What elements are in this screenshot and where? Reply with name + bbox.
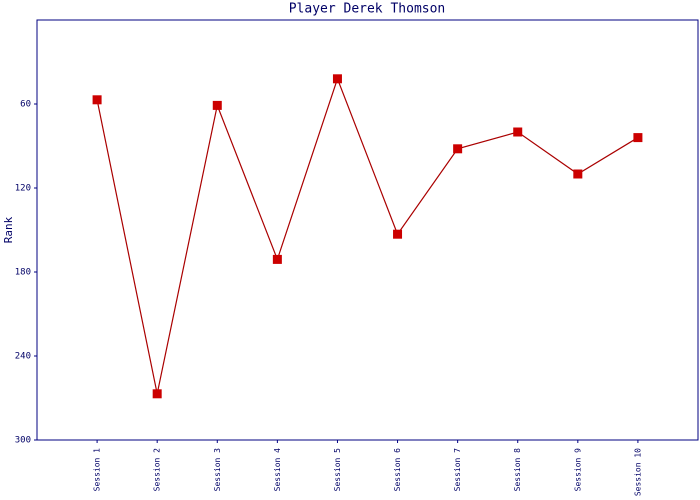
point-marker bbox=[92, 95, 102, 105]
y-axis-label: Rank bbox=[2, 216, 15, 243]
y-tick-label: 120 bbox=[15, 184, 31, 194]
y-tick-label: 60 bbox=[20, 100, 31, 110]
x-tick-label: Session 4 bbox=[273, 448, 282, 492]
x-tick-label: Session 9 bbox=[573, 448, 582, 492]
x-tick-label: Session 1 bbox=[93, 448, 102, 492]
x-tick-label: Session 3 bbox=[213, 448, 222, 492]
x-tick-label: Session 7 bbox=[453, 448, 462, 492]
point-marker bbox=[573, 169, 583, 179]
x-tick-label: Session 2 bbox=[153, 448, 162, 492]
point-marker bbox=[332, 74, 342, 84]
point-marker bbox=[212, 100, 222, 110]
point-marker bbox=[633, 133, 643, 143]
chart-title: Player Derek Thomson bbox=[289, 2, 446, 17]
point-marker bbox=[152, 389, 162, 399]
point-marker bbox=[513, 127, 523, 137]
y-tick-label: 180 bbox=[15, 268, 31, 278]
x-tick-label: Session 5 bbox=[333, 448, 342, 492]
x-tick-label: Session 8 bbox=[513, 448, 522, 492]
point-marker bbox=[393, 229, 403, 239]
x-tick-label: Session 6 bbox=[393, 448, 402, 492]
point-marker bbox=[453, 144, 463, 154]
series-line bbox=[96, 77, 639, 394]
y-tick-label: 300 bbox=[15, 436, 31, 446]
plot-frame bbox=[36, 19, 699, 441]
x-tick-label: Session 10 bbox=[633, 448, 642, 496]
point-marker bbox=[272, 254, 282, 264]
y-tick-label: 240 bbox=[15, 352, 31, 362]
